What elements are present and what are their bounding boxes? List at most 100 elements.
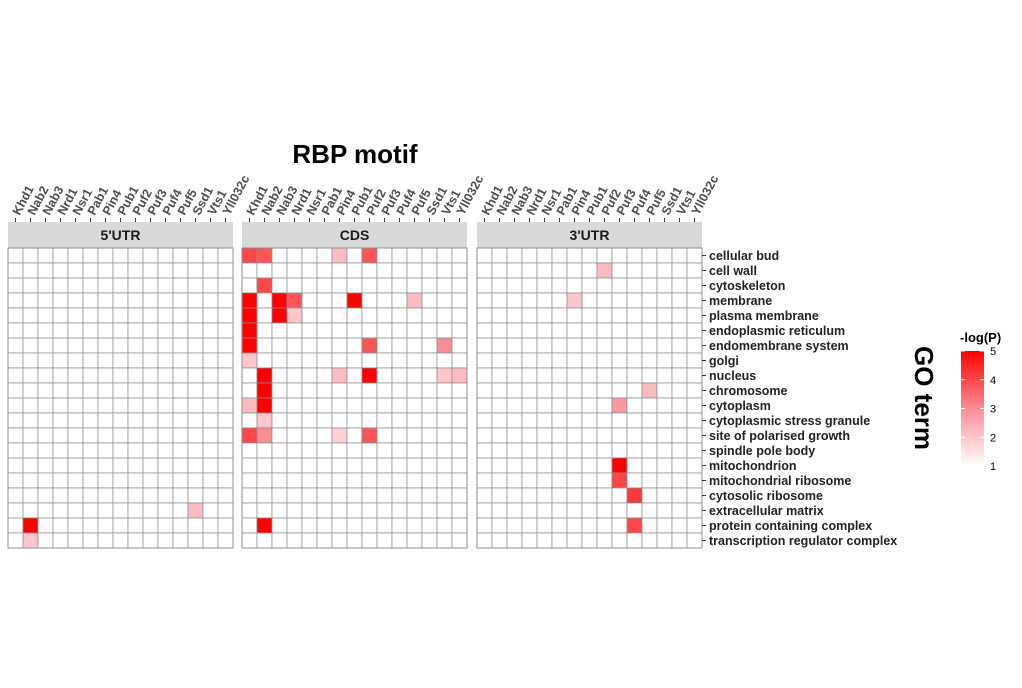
heatmap-cell-5utr-mitochondrion-khd1 [7, 457, 24, 474]
heatmap-cell-cds-nucleus-pub1 [346, 367, 363, 384]
heatmap-cell-cds-site-of-polarised-growth-puf5 [406, 427, 423, 444]
heatmap-cell-5utr-spindle-pole-body-pab1 [82, 442, 99, 459]
heatmap-cell-cds-cytoplasmic-stress-granule-nab3 [271, 412, 288, 429]
heatmap-cell-5utr-mitochondrial-ribosome-vts1 [202, 472, 219, 489]
heatmap-cell-5utr-endoplasmic-reticulum-vts1 [202, 322, 219, 339]
heatmap-cell-5utr-extracellular-matrix-pub1 [112, 502, 129, 519]
heatmap-cell-cds-protein-containing-complex-ssd1 [421, 517, 438, 534]
y-tick-label-chromosome: chromosome [709, 384, 788, 398]
heatmap-cell-cds-endoplasmic-reticulum-vts1 [436, 322, 453, 339]
heatmap-cell-3utr-mitochondrion-nab3 [506, 457, 523, 474]
heatmap-cell-5utr-endoplasmic-reticulum-puf2 [127, 322, 144, 339]
heatmap-cell-3utr-endoplasmic-reticulum-nab3 [506, 322, 523, 339]
heatmap-cell-5utr-extracellular-matrix-nsr1 [67, 502, 84, 519]
heatmap-cell-cds-cell-wall-pin4 [331, 262, 348, 279]
heatmap-cell-cds-golgi-vts1 [436, 352, 453, 369]
heatmap-cell-5utr-cellular-bud-nrd1 [52, 247, 69, 264]
heatmap-cell-5utr-protein-containing-complex-khd1 [7, 517, 24, 534]
heatmap-cell-cds-membrane-puf5 [406, 292, 423, 309]
heatmap-cell-3utr-cytoplasmic-stress-granule-nab3 [506, 412, 523, 429]
heatmap-cell-5utr-cell-wall-vts1 [202, 262, 219, 279]
heatmap-cell-cds-endomembrane-system-ssd1 [421, 337, 438, 354]
heatmap-cell-3utr-golgi-ssd1 [656, 352, 673, 369]
heatmap-cell-cds-golgi-khd1 [241, 352, 258, 369]
heatmap-cell-3utr-cytoplasmic-stress-granule-khd1 [476, 412, 493, 429]
heatmap-cell-5utr-site-of-polarised-growth-puf5 [172, 427, 189, 444]
heatmap-cell-5utr-golgi-pub1 [112, 352, 129, 369]
y-tick-label-cytosolic-ribosome: cytosolic ribosome [709, 489, 823, 503]
heatmap-cell-3utr-cell-wall-pub1 [581, 262, 598, 279]
heatmap-cell-5utr-cytoskeleton-pin4 [97, 277, 114, 294]
heatmap-cell-cds-nucleus-nab2 [256, 367, 273, 384]
heatmap-cell-5utr-spindle-pole-body-puf2 [127, 442, 144, 459]
heatmap-cell-cds-cytoplasmic-stress-granule-yll032c [451, 412, 468, 429]
heatmap-cell-5utr-cytosolic-ribosome-ssd1 [187, 487, 204, 504]
heatmap-cell-cds-extracellular-matrix-puf4 [391, 502, 408, 519]
heatmap-cell-3utr-cellular-bud-pab1 [551, 247, 568, 264]
y-axis-title: GO term [909, 346, 939, 450]
heatmap-cell-5utr-golgi-puf4 [157, 352, 174, 369]
heatmap-cell-3utr-protein-containing-complex-puf2 [596, 517, 613, 534]
heatmap-cell-cds-endoplasmic-reticulum-nsr1 [301, 322, 318, 339]
heatmap-cell-3utr-cytoplasm-yll032c [686, 397, 703, 414]
heatmap-cell-3utr-membrane-pin4 [566, 292, 583, 309]
heatmap-cell-3utr-protein-containing-complex-vts1 [671, 517, 688, 534]
heatmap-cell-3utr-endoplasmic-reticulum-pab1 [551, 322, 568, 339]
heatmap-cell-3utr-membrane-puf4 [626, 292, 643, 309]
heatmap-cell-3utr-mitochondrion-pin4 [566, 457, 583, 474]
heatmap-cell-cds-chromosome-vts1 [436, 382, 453, 399]
heatmap-cell-cds-plasma-membrane-puf5 [406, 307, 423, 324]
heatmap-cell-5utr-endoplasmic-reticulum-pab1 [82, 322, 99, 339]
heatmap-cell-3utr-mitochondrion-nab2 [491, 457, 508, 474]
heatmap-cell-cds-membrane-nab3 [271, 292, 288, 309]
heatmap-cell-5utr-cytoplasm-puf2 [127, 397, 144, 414]
heatmap-cell-cds-extracellular-matrix-pab1 [316, 502, 333, 519]
heatmap-cell-3utr-chromosome-ssd1 [656, 382, 673, 399]
heatmap-cell-5utr-nucleus-pub1 [112, 367, 129, 384]
heatmap-cell-3utr-plasma-membrane-pin4 [566, 307, 583, 324]
heatmap-cell-3utr-cell-wall-nrd1 [521, 262, 538, 279]
heatmap-cell-cds-nucleus-puf4 [391, 367, 408, 384]
heatmap-cell-3utr-protein-containing-complex-nsr1 [536, 517, 553, 534]
heatmap-cell-5utr-cellular-bud-vts1 [202, 247, 219, 264]
heatmap-cell-5utr-cellular-bud-puf3 [142, 247, 159, 264]
facet-5utr: 5'UTRKhd1Nab2Nab3Nrd1Nsr1Pab1Pin4Pub1Puf… [7, 173, 252, 549]
heatmap-cell-5utr-extracellular-matrix-khd1 [7, 502, 24, 519]
heatmap-cell-3utr-site-of-polarised-growth-vts1 [671, 427, 688, 444]
heatmap-cell-3utr-cellular-bud-khd1 [476, 247, 493, 264]
heatmap-cell-cds-spindle-pole-body-vts1 [436, 442, 453, 459]
heatmap-cell-cds-cytoplasmic-stress-granule-puf5 [406, 412, 423, 429]
heatmap-cell-cds-spindle-pole-body-ssd1 [421, 442, 438, 459]
heatmap-cell-3utr-chromosome-nab3 [506, 382, 523, 399]
heatmap-cell-5utr-membrane-puf5 [172, 292, 189, 309]
heatmap-cell-5utr-cytoplasmic-stress-granule-nab3 [37, 412, 54, 429]
heatmap-cell-5utr-cytoplasmic-stress-granule-pin4 [97, 412, 114, 429]
heatmap-cell-cds-extracellular-matrix-pub1 [346, 502, 363, 519]
heatmap-cell-5utr-plasma-membrane-khd1 [7, 307, 24, 324]
heatmap-cell-cds-mitochondrion-pab1 [316, 457, 333, 474]
heatmap-cell-5utr-transcription-regulator-complex-yll032c [217, 532, 234, 549]
heatmap-cell-3utr-cytosolic-ribosome-vts1 [671, 487, 688, 504]
heatmap-cell-5utr-cytosolic-ribosome-vts1 [202, 487, 219, 504]
heatmap-cell-cds-cellular-bud-khd1 [241, 247, 258, 264]
facet-strip-cds [242, 222, 467, 248]
heatmap-cell-5utr-nucleus-puf4 [157, 367, 174, 384]
heatmap-cell-cds-cellular-bud-puf4 [391, 247, 408, 264]
heatmap-cell-cds-plasma-membrane-vts1 [436, 307, 453, 324]
heatmap-cell-cds-cellular-bud-ssd1 [421, 247, 438, 264]
heatmap-cell-5utr-cytosolic-ribosome-yll032c [217, 487, 234, 504]
heatmap-cell-3utr-mitochondrial-ribosome-vts1 [671, 472, 688, 489]
heatmap-cell-3utr-endoplasmic-reticulum-pub1 [581, 322, 598, 339]
heatmap-cell-cds-site-of-polarised-growth-puf4 [391, 427, 408, 444]
heatmap-cell-cds-membrane-nrd1 [286, 292, 303, 309]
heatmap-cell-3utr-cytoplasmic-stress-granule-yll032c [686, 412, 703, 429]
heatmap-cell-cds-site-of-polarised-growth-khd1 [241, 427, 258, 444]
heatmap-cell-3utr-mitochondrion-nsr1 [536, 457, 553, 474]
heatmap-cell-5utr-plasma-membrane-ssd1 [187, 307, 204, 324]
heatmap-cell-cds-cytoplasm-pab1 [316, 397, 333, 414]
heatmap-cell-3utr-spindle-pole-body-ssd1 [656, 442, 673, 459]
heatmap-cell-5utr-endomembrane-system-pub1 [112, 337, 129, 354]
heatmap-cell-cds-mitochondrion-puf3 [376, 457, 393, 474]
heatmap-cell-5utr-cytoplasm-nab2 [22, 397, 39, 414]
heatmap-cell-3utr-cytoskeleton-vts1 [671, 277, 688, 294]
